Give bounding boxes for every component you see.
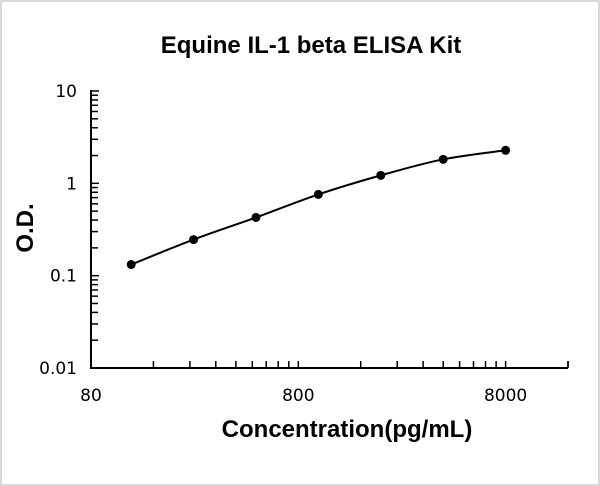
plot-area <box>126 145 511 270</box>
series-line <box>130 149 506 266</box>
x-tick-label: 8000 <box>484 386 527 406</box>
y-axis-title: O.D. <box>12 203 39 252</box>
data-point <box>376 170 386 180</box>
data-point <box>126 260 136 270</box>
data-point <box>251 212 261 222</box>
data-point <box>438 154 448 164</box>
data-point <box>501 145 511 155</box>
x-tick-label: 800 <box>282 386 314 406</box>
y-tick-label: 1 <box>66 174 77 194</box>
y-tick-label: 0.1 <box>50 267 77 287</box>
y-tick-label: 0.01 <box>39 359 77 379</box>
data-point <box>313 189 323 199</box>
axes: 0.01 0.1 1 10 80 800 8000 <box>39 82 569 406</box>
y-tick-label: 10 <box>55 82 77 102</box>
x-axis-title: Concentration(pg/mL) <box>222 416 473 443</box>
data-point <box>189 235 199 245</box>
chart-title: Equine IL-1 beta ELISA Kit <box>161 32 461 59</box>
x-tick-label: 80 <box>80 386 102 406</box>
